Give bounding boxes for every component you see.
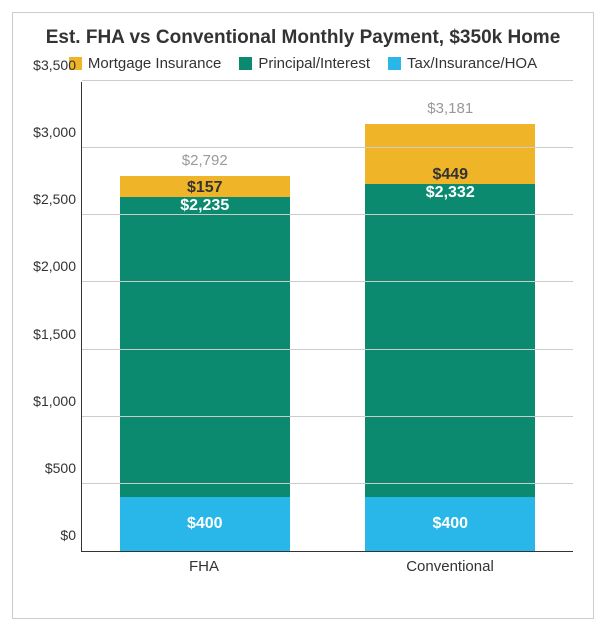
bar-total-label: $2,792 [120, 152, 290, 170]
bar: $400$2,235$157 [120, 176, 290, 551]
grid-line [82, 147, 573, 148]
legend-label-tax: Tax/Insurance/HOA [407, 55, 537, 72]
bar-group-conventional: $3,181$400$2,332$449 [365, 124, 535, 551]
grid-line [82, 281, 573, 282]
x-axis-labels: FHA Conventional [81, 552, 573, 575]
bar-segment-pi: $2,332 [365, 184, 535, 497]
chart-legend: Mortgage Insurance Principal/Interest Ta… [23, 55, 583, 72]
grid-line [82, 483, 573, 484]
legend-swatch-pi [239, 57, 252, 70]
grid-line [82, 80, 573, 81]
plot-area: $2,792$400$2,235$157$3,181$400$2,332$449… [81, 82, 573, 552]
bar-segment-mi: $449 [365, 124, 535, 184]
y-tick-label: $2,500 [24, 191, 76, 207]
legend-item-mi: Mortgage Insurance [69, 55, 221, 72]
x-tick-label: Conventional [365, 558, 535, 575]
bar-segment-tax: $400 [120, 497, 290, 551]
bar-group-fha: $2,792$400$2,235$157 [120, 176, 290, 551]
legend-item-tax: Tax/Insurance/HOA [388, 55, 537, 72]
y-tick-label: $3,500 [24, 57, 76, 73]
bar-segment-pi: $2,235 [120, 197, 290, 497]
legend-label-mi: Mortgage Insurance [88, 55, 221, 72]
x-tick-label: FHA [119, 558, 289, 575]
y-tick-label: $0 [24, 527, 76, 543]
y-tick-label: $3,000 [24, 124, 76, 140]
legend-swatch-tax [388, 57, 401, 70]
grid-line [82, 214, 573, 215]
y-tick-label: $1,000 [24, 393, 76, 409]
legend-label-pi: Principal/Interest [258, 55, 370, 72]
bar-segment-tax: $400 [365, 497, 535, 551]
chart-title: Est. FHA vs Conventional Monthly Payment… [23, 27, 583, 49]
grid-line [82, 416, 573, 417]
bar-total-label: $3,181 [365, 100, 535, 118]
y-tick-label: $500 [24, 460, 76, 476]
legend-item-pi: Principal/Interest [239, 55, 370, 72]
y-tick-label: $2,000 [24, 258, 76, 274]
chart-container: Est. FHA vs Conventional Monthly Payment… [12, 12, 594, 619]
grid-line [82, 349, 573, 350]
bar-segment-mi: $157 [120, 176, 290, 197]
y-tick-label: $1,500 [24, 326, 76, 342]
bar: $400$2,332$449 [365, 124, 535, 551]
bars-container: $2,792$400$2,235$157$3,181$400$2,332$449 [82, 82, 573, 551]
